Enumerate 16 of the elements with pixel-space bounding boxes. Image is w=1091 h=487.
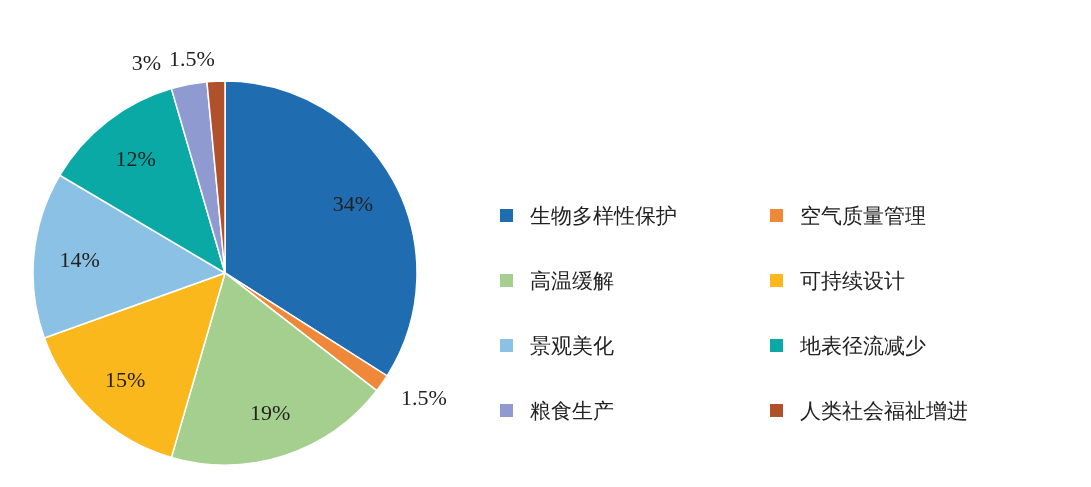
data-label: 15% [104,367,146,393]
legend-label: 空气质量管理 [800,204,926,228]
legend-label: 地表径流减少 [799,334,926,358]
data-label: 14% [59,247,100,273]
data-label: 1.5% [400,384,447,410]
legend-label: 人类社会福祉增进 [800,399,968,423]
data-label: 34% [332,190,374,216]
data-label: 1.5% [169,46,215,72]
legend-label: 粮食生产 [530,399,614,423]
legend-label: 生物多样性保护 [530,204,677,228]
legend-label: 景观美化 [530,334,614,358]
data-label: 12% [115,145,156,171]
data-label: 3% [131,49,162,75]
legend-label: 高温缓解 [530,269,614,293]
legend-label: 可持续设计 [800,269,905,293]
data-label: 19% [249,399,291,425]
